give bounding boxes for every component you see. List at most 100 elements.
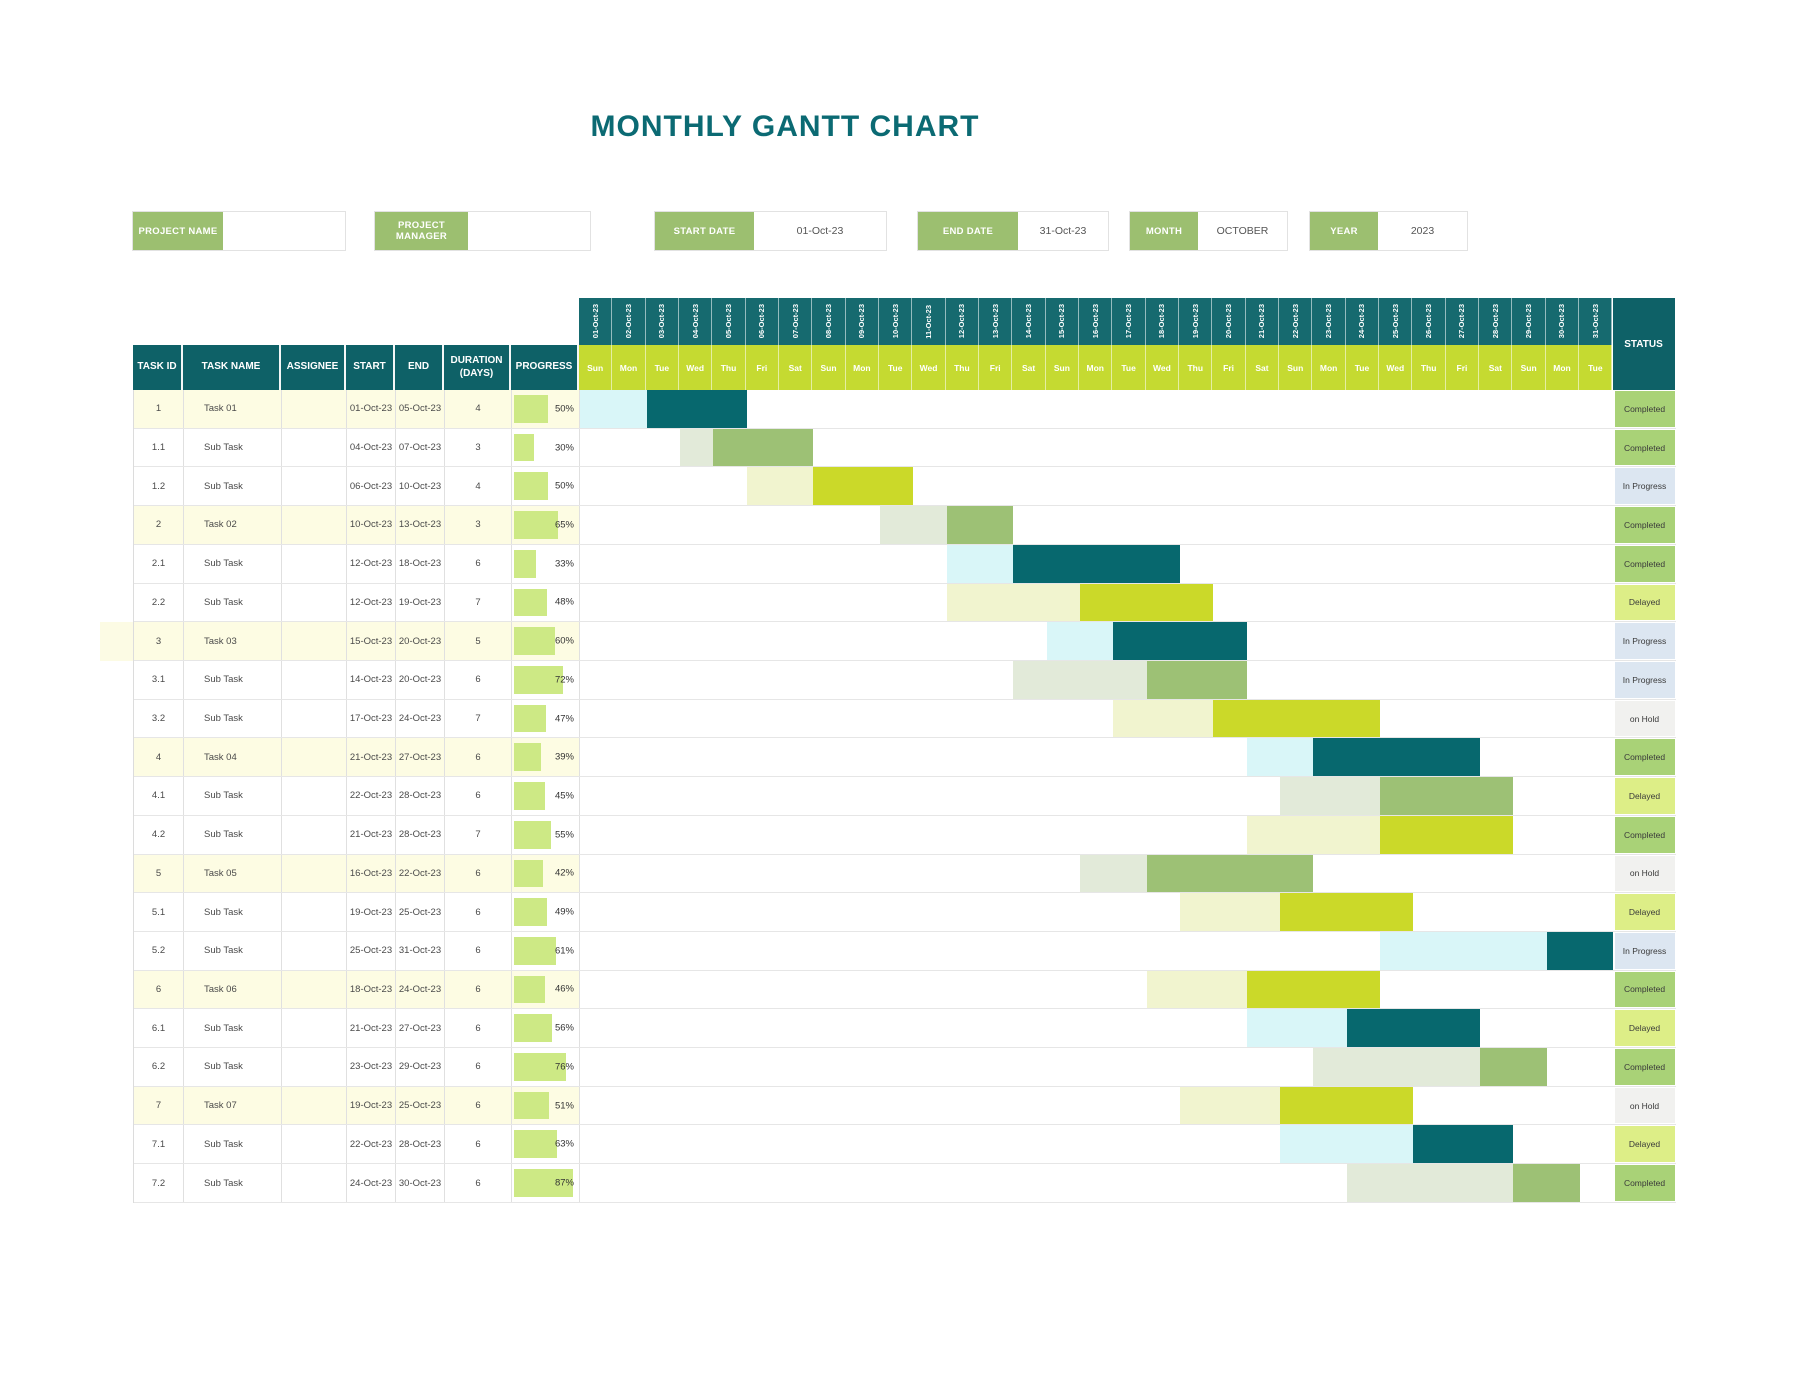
duration-cell[interactable]: 7 xyxy=(445,699,512,738)
duration-cell[interactable]: 6 xyxy=(445,1164,512,1202)
end-cell[interactable]: 10-Oct-23 xyxy=(396,467,445,506)
start-cell[interactable]: 16-Oct-23 xyxy=(347,854,396,893)
assignee-cell[interactable] xyxy=(282,622,347,660)
start-cell[interactable]: 06-Oct-23 xyxy=(347,467,396,506)
end-cell[interactable]: 22-Oct-23 xyxy=(396,854,445,893)
start-cell[interactable]: 14-Oct-23 xyxy=(347,660,396,699)
task-id-cell[interactable]: 4 xyxy=(134,738,184,777)
status-badge[interactable]: Completed xyxy=(1613,1048,1676,1086)
status-badge[interactable]: on Hold xyxy=(1613,699,1676,738)
field-value[interactable]: 01-Oct-23 xyxy=(754,212,886,250)
progress-cell[interactable]: 51% xyxy=(512,1086,580,1125)
task-name-cell[interactable]: Sub Task xyxy=(184,660,282,699)
start-cell[interactable]: 21-Oct-23 xyxy=(347,815,396,854)
duration-cell[interactable]: 6 xyxy=(445,1009,512,1048)
progress-cell[interactable]: 65% xyxy=(512,506,580,544)
task-name-cell[interactable]: Task 05 xyxy=(184,854,282,893)
field-value[interactable] xyxy=(468,212,590,250)
duration-cell[interactable]: 6 xyxy=(445,738,512,777)
end-cell[interactable]: 25-Oct-23 xyxy=(396,1086,445,1125)
assignee-cell[interactable] xyxy=(282,428,347,467)
task-name-cell[interactable]: Task 06 xyxy=(184,970,282,1009)
progress-cell[interactable]: 47% xyxy=(512,699,580,738)
end-cell[interactable]: 31-Oct-23 xyxy=(396,931,445,970)
status-badge[interactable]: Completed xyxy=(1613,738,1676,777)
task-name-cell[interactable]: Sub Task xyxy=(184,1125,282,1164)
status-badge[interactable]: Completed xyxy=(1613,428,1676,467)
progress-cell[interactable]: 61% xyxy=(512,931,580,970)
status-badge[interactable]: Completed xyxy=(1613,506,1676,544)
duration-cell[interactable]: 4 xyxy=(445,467,512,506)
task-name-cell[interactable]: Task 01 xyxy=(184,390,282,428)
status-badge[interactable]: In Progress xyxy=(1613,931,1676,970)
start-cell[interactable]: 21-Oct-23 xyxy=(347,1009,396,1048)
end-cell[interactable]: 24-Oct-23 xyxy=(396,699,445,738)
end-cell[interactable]: 29-Oct-23 xyxy=(396,1048,445,1086)
assignee-cell[interactable] xyxy=(282,1125,347,1164)
duration-cell[interactable]: 6 xyxy=(445,931,512,970)
start-cell[interactable]: 04-Oct-23 xyxy=(347,428,396,467)
assignee-cell[interactable] xyxy=(282,1009,347,1048)
task-id-cell[interactable]: 2.1 xyxy=(134,544,184,583)
task-id-cell[interactable]: 6.2 xyxy=(134,1048,184,1086)
end-cell[interactable]: 13-Oct-23 xyxy=(396,506,445,544)
assignee-cell[interactable] xyxy=(282,544,347,583)
duration-cell[interactable]: 6 xyxy=(445,544,512,583)
progress-cell[interactable]: 46% xyxy=(512,970,580,1009)
task-name-cell[interactable]: Sub Task xyxy=(184,1048,282,1086)
start-cell[interactable]: 19-Oct-23 xyxy=(347,1086,396,1125)
end-cell[interactable]: 28-Oct-23 xyxy=(396,815,445,854)
end-cell[interactable]: 20-Oct-23 xyxy=(396,622,445,660)
end-cell[interactable]: 27-Oct-23 xyxy=(396,1009,445,1048)
start-cell[interactable]: 01-Oct-23 xyxy=(347,390,396,428)
task-name-cell[interactable]: Sub Task xyxy=(184,583,282,622)
task-name-cell[interactable]: Sub Task xyxy=(184,1164,282,1202)
duration-cell[interactable]: 6 xyxy=(445,854,512,893)
progress-cell[interactable]: 76% xyxy=(512,1048,580,1086)
task-name-cell[interactable]: Sub Task xyxy=(184,815,282,854)
assignee-cell[interactable] xyxy=(282,738,347,777)
task-name-cell[interactable]: Sub Task xyxy=(184,467,282,506)
status-badge[interactable]: Delayed xyxy=(1613,1125,1676,1164)
duration-cell[interactable]: 7 xyxy=(445,815,512,854)
progress-cell[interactable]: 33% xyxy=(512,544,580,583)
status-badge[interactable]: In Progress xyxy=(1613,660,1676,699)
duration-cell[interactable]: 4 xyxy=(445,390,512,428)
progress-cell[interactable]: 87% xyxy=(512,1164,580,1202)
task-id-cell[interactable]: 1.1 xyxy=(134,428,184,467)
status-badge[interactable]: Completed xyxy=(1613,815,1676,854)
task-name-cell[interactable]: Sub Task xyxy=(184,544,282,583)
task-id-cell[interactable]: 5.1 xyxy=(134,893,184,931)
status-badge[interactable]: Delayed xyxy=(1613,583,1676,622)
assignee-cell[interactable] xyxy=(282,1048,347,1086)
start-cell[interactable]: 12-Oct-23 xyxy=(347,583,396,622)
duration-cell[interactable]: 6 xyxy=(445,1048,512,1086)
task-name-cell[interactable]: Sub Task xyxy=(184,699,282,738)
task-name-cell[interactable]: Task 04 xyxy=(184,738,282,777)
end-cell[interactable]: 24-Oct-23 xyxy=(396,970,445,1009)
start-cell[interactable]: 15-Oct-23 xyxy=(347,622,396,660)
duration-cell[interactable]: 6 xyxy=(445,777,512,815)
task-id-cell[interactable]: 6.1 xyxy=(134,1009,184,1048)
task-name-cell[interactable]: Sub Task xyxy=(184,428,282,467)
task-id-cell[interactable]: 3 xyxy=(134,622,184,660)
field-value[interactable]: 31-Oct-23 xyxy=(1018,212,1108,250)
start-cell[interactable]: 17-Oct-23 xyxy=(347,699,396,738)
start-cell[interactable]: 25-Oct-23 xyxy=(347,931,396,970)
start-cell[interactable]: 10-Oct-23 xyxy=(347,506,396,544)
task-id-cell[interactable]: 7.2 xyxy=(134,1164,184,1202)
progress-cell[interactable]: 60% xyxy=(512,622,580,660)
start-cell[interactable]: 22-Oct-23 xyxy=(347,777,396,815)
assignee-cell[interactable] xyxy=(282,467,347,506)
task-id-cell[interactable]: 3.1 xyxy=(134,660,184,699)
assignee-cell[interactable] xyxy=(282,583,347,622)
task-name-cell[interactable]: Task 02 xyxy=(184,506,282,544)
status-badge[interactable]: Delayed xyxy=(1613,893,1676,931)
end-cell[interactable]: 28-Oct-23 xyxy=(396,777,445,815)
start-cell[interactable]: 21-Oct-23 xyxy=(347,738,396,777)
task-name-cell[interactable]: Sub Task xyxy=(184,893,282,931)
start-cell[interactable]: 18-Oct-23 xyxy=(347,970,396,1009)
assignee-cell[interactable] xyxy=(282,390,347,428)
progress-cell[interactable]: 55% xyxy=(512,815,580,854)
task-id-cell[interactable]: 4.1 xyxy=(134,777,184,815)
